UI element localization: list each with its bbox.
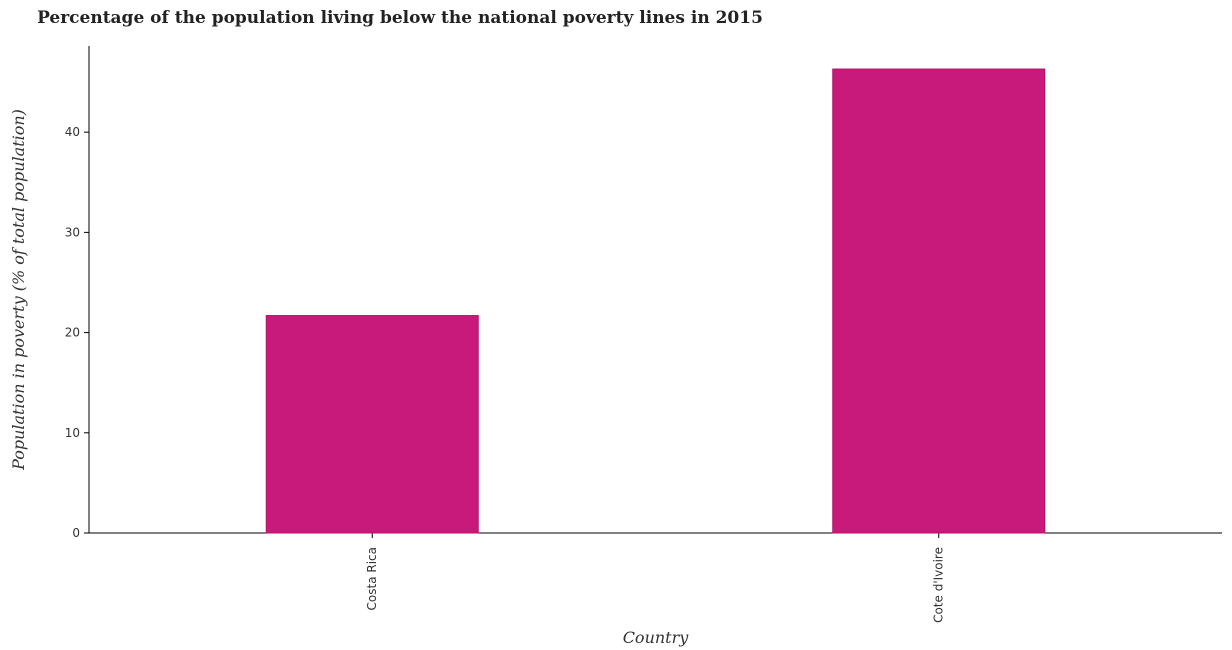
bars-layer — [265, 68, 1046, 534]
bar — [832, 68, 1046, 534]
y-tick-label: 0 — [72, 526, 80, 540]
x-tick-label: Cote d'Ivoire — [931, 547, 945, 623]
x-axis-title: Country — [623, 628, 690, 647]
bar — [265, 315, 479, 534]
y-tick-label: 20 — [65, 326, 80, 340]
y-tick-label: 10 — [65, 426, 80, 440]
axes-layer — [84, 46, 1222, 538]
y-tick-label: 30 — [65, 225, 80, 239]
y-tick-label: 40 — [65, 125, 80, 139]
y-axis-title: Population in poverty (% of total popula… — [9, 109, 28, 471]
x-tick-label: Costa Rica — [365, 547, 379, 610]
chart-title: Percentage of the population living belo… — [37, 8, 763, 28]
labels-layer: 0 10 20 30 40 Costa Rica Cote d'Ivoire — [65, 125, 946, 623]
